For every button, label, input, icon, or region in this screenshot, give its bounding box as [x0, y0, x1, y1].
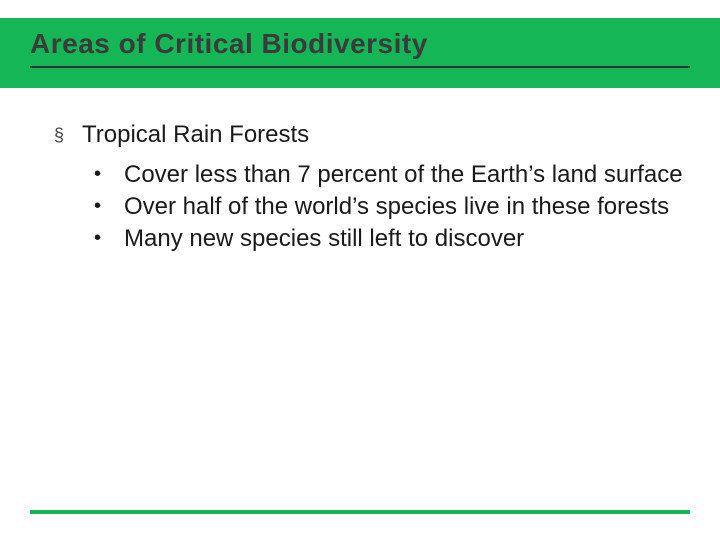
- list-item: • Cover less than 7 percent of the Earth…: [30, 160, 690, 190]
- list-item-text: Over half of the world’s species live in…: [124, 192, 669, 222]
- list-item-text: Many new species still left to discover: [124, 224, 524, 254]
- bullet-dot-icon: •: [94, 194, 110, 219]
- section-heading-text: Tropical Rain Forests: [82, 120, 309, 150]
- section-heading-row: § Tropical Rain Forests: [30, 120, 690, 150]
- list-item: • Over half of the world’s species live …: [30, 192, 690, 222]
- list-item: • Many new species still left to discove…: [30, 224, 690, 254]
- title-underline: [30, 66, 690, 68]
- bullet-dot-icon: •: [94, 226, 110, 251]
- slide-content: § Tropical Rain Forests • Cover less tha…: [30, 120, 690, 256]
- section-heading-line: § Tropical Rain Forests: [30, 120, 690, 150]
- list-item-text: Cover less than 7 percent of the Earth’s…: [124, 160, 683, 190]
- slide-title: Areas of Critical Biodiversity: [30, 28, 428, 60]
- sub-bullet-list: • Cover less than 7 percent of the Earth…: [30, 160, 690, 254]
- section-bullet-icon: §: [54, 124, 68, 147]
- bullet-dot-icon: •: [94, 162, 110, 187]
- footer-accent-line: [30, 510, 690, 514]
